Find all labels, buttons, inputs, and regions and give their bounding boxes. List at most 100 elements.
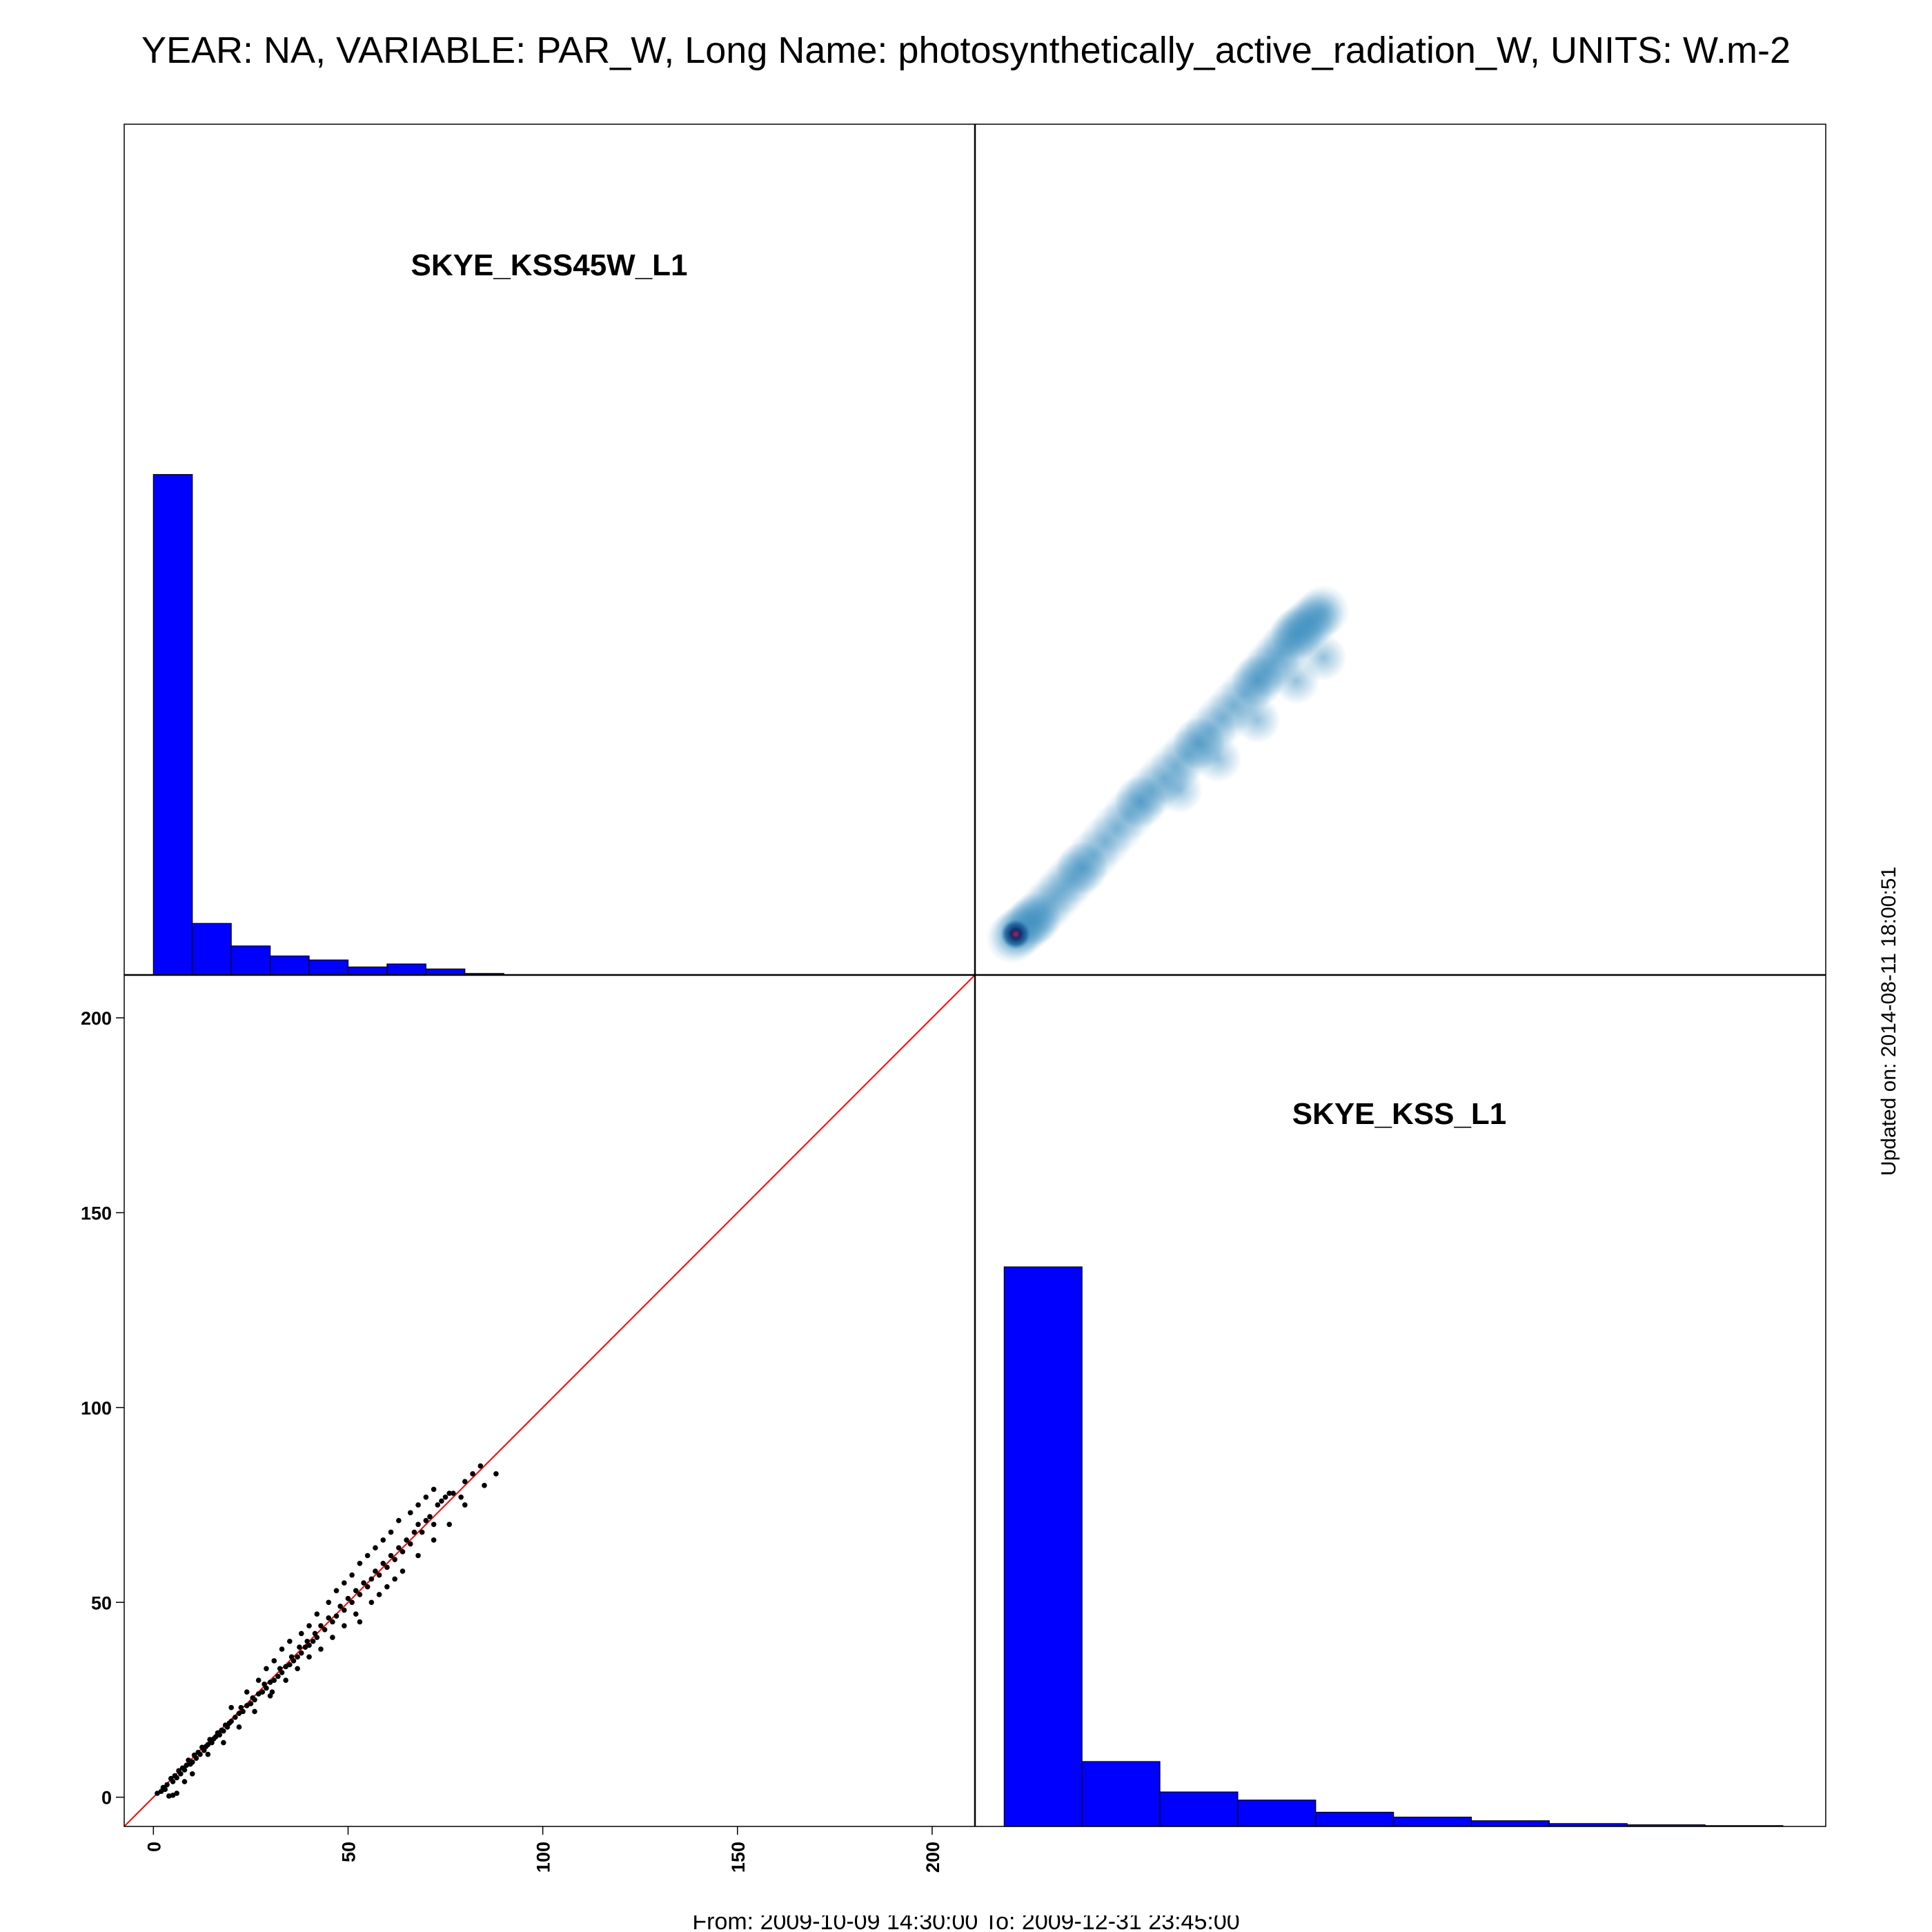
- scatter-point: [217, 1732, 223, 1738]
- scatter-point: [427, 1514, 433, 1519]
- histogram-bar: [347, 966, 388, 976]
- scatter-point: [400, 1568, 406, 1574]
- scatter-point: [267, 1693, 273, 1699]
- scatter-point: [248, 1701, 254, 1706]
- histogram-bar: [1159, 1791, 1239, 1827]
- scatter-point: [275, 1673, 281, 1679]
- x-tick-label: 100: [533, 1842, 554, 1873]
- y-tick-label: 150: [81, 1203, 112, 1224]
- panel-label-kss45w: SKYE_KSS45W_L1: [411, 248, 687, 282]
- scatter-point: [238, 1704, 244, 1711]
- scatter-point: [493, 1471, 499, 1477]
- scatter-point: [330, 1635, 335, 1640]
- scatter-point: [388, 1529, 394, 1535]
- scatter-point: [342, 1580, 347, 1586]
- scatter-point: [205, 1751, 211, 1757]
- scatter-point: [304, 1638, 310, 1644]
- scatter-point: [337, 1604, 343, 1609]
- scatter-point: [290, 1658, 297, 1664]
- histogram-skye-kss45w: [152, 474, 504, 976]
- scatter-point: [306, 1642, 312, 1648]
- scatter-point: [415, 1552, 421, 1559]
- scatter-point: [333, 1588, 339, 1594]
- scatter-point: [295, 1654, 300, 1660]
- scatter-point: [384, 1564, 390, 1570]
- scatter-point: [411, 1529, 417, 1535]
- scatter-point: [376, 1572, 382, 1578]
- scatter-point: [458, 1494, 464, 1500]
- scatter-point: [224, 1724, 230, 1730]
- scatter-point: [283, 1664, 288, 1670]
- histogram-bar: [230, 945, 271, 976]
- scatter-point: [252, 1708, 257, 1715]
- scatter-point: [221, 1728, 226, 1734]
- scatter-point: [415, 1521, 421, 1528]
- y-tick-label: 50: [91, 1593, 112, 1613]
- histogram-bar: [1393, 1816, 1472, 1827]
- scatter-point: [353, 1588, 359, 1594]
- scatter-point: [189, 1771, 195, 1777]
- scatter-point: [364, 1552, 371, 1559]
- scatter-point: [197, 1751, 203, 1757]
- scatter-point: [407, 1510, 413, 1516]
- scatter-point: [318, 1623, 324, 1628]
- scatter-point: [279, 1646, 285, 1652]
- scatter-point: [357, 1592, 363, 1597]
- scatter-point: [314, 1611, 320, 1617]
- scatter-point: [264, 1666, 269, 1672]
- date-range-text: From: 2009-10-09 14:30:00 To: 2009-12-31…: [692, 1915, 1240, 1932]
- histogram-bar: [1315, 1811, 1394, 1827]
- scatter-point: [205, 1742, 211, 1748]
- scatter-point: [181, 1767, 188, 1773]
- scatter-point: [170, 1793, 176, 1798]
- scatter-point: [271, 1677, 277, 1684]
- scatter-point: [269, 1689, 275, 1695]
- scatter-point: [392, 1557, 397, 1562]
- scatter-point: [287, 1662, 293, 1668]
- scatter-point: [357, 1560, 363, 1566]
- histogram-bar: [1081, 1761, 1161, 1827]
- scatter-point: [262, 1682, 267, 1687]
- scatter-point: [431, 1486, 437, 1492]
- scatter-point: [164, 1782, 170, 1788]
- scatter-point: [345, 1595, 351, 1601]
- scatter-point: [388, 1552, 394, 1559]
- scatter-point: [373, 1568, 378, 1574]
- scatter-point: [435, 1502, 441, 1508]
- scatter-point: [423, 1494, 429, 1500]
- y-tick-label: 200: [81, 1008, 112, 1029]
- scatter-point: [236, 1724, 242, 1730]
- scatter-point: [368, 1599, 375, 1606]
- scatter-point: [233, 1715, 238, 1720]
- scatter-point: [174, 1791, 179, 1796]
- scatter-point: [252, 1697, 257, 1703]
- x-tick-label: 0: [144, 1842, 164, 1852]
- scatter-point: [361, 1580, 366, 1586]
- scatter-point: [178, 1771, 184, 1777]
- axes-layer: 0 50 100 150 200 0 50 100 150 200: [81, 1008, 943, 1873]
- histogram-bar: [1003, 1266, 1083, 1827]
- scatter-point: [279, 1670, 285, 1675]
- scatter-point: [221, 1739, 226, 1746]
- scatter-point: [446, 1521, 452, 1528]
- scatter-point: [446, 1490, 452, 1496]
- density-peak: [1000, 918, 1032, 949]
- scatter-point: [364, 1584, 371, 1590]
- scatter-point: [357, 1619, 363, 1625]
- histogram-bar: [425, 968, 466, 976]
- scatter-point: [267, 1679, 273, 1685]
- scatter-point: [392, 1576, 397, 1582]
- scatter-point: [283, 1677, 288, 1684]
- y-tick-label: 100: [81, 1398, 112, 1419]
- scatter-point: [259, 1689, 266, 1695]
- scatter-point: [244, 1689, 250, 1695]
- scatter-point: [431, 1537, 437, 1543]
- scatter-point: [189, 1759, 195, 1765]
- scatter-point: [306, 1623, 312, 1628]
- scatter-point: [166, 1793, 172, 1799]
- scatter-point: [255, 1691, 262, 1697]
- histogram-bar: [308, 959, 349, 976]
- date-range-footer: From: 2009-10-09 14:30:00 To: 2009-12-31…: [0, 1915, 1932, 1932]
- scatter-point: [482, 1483, 487, 1488]
